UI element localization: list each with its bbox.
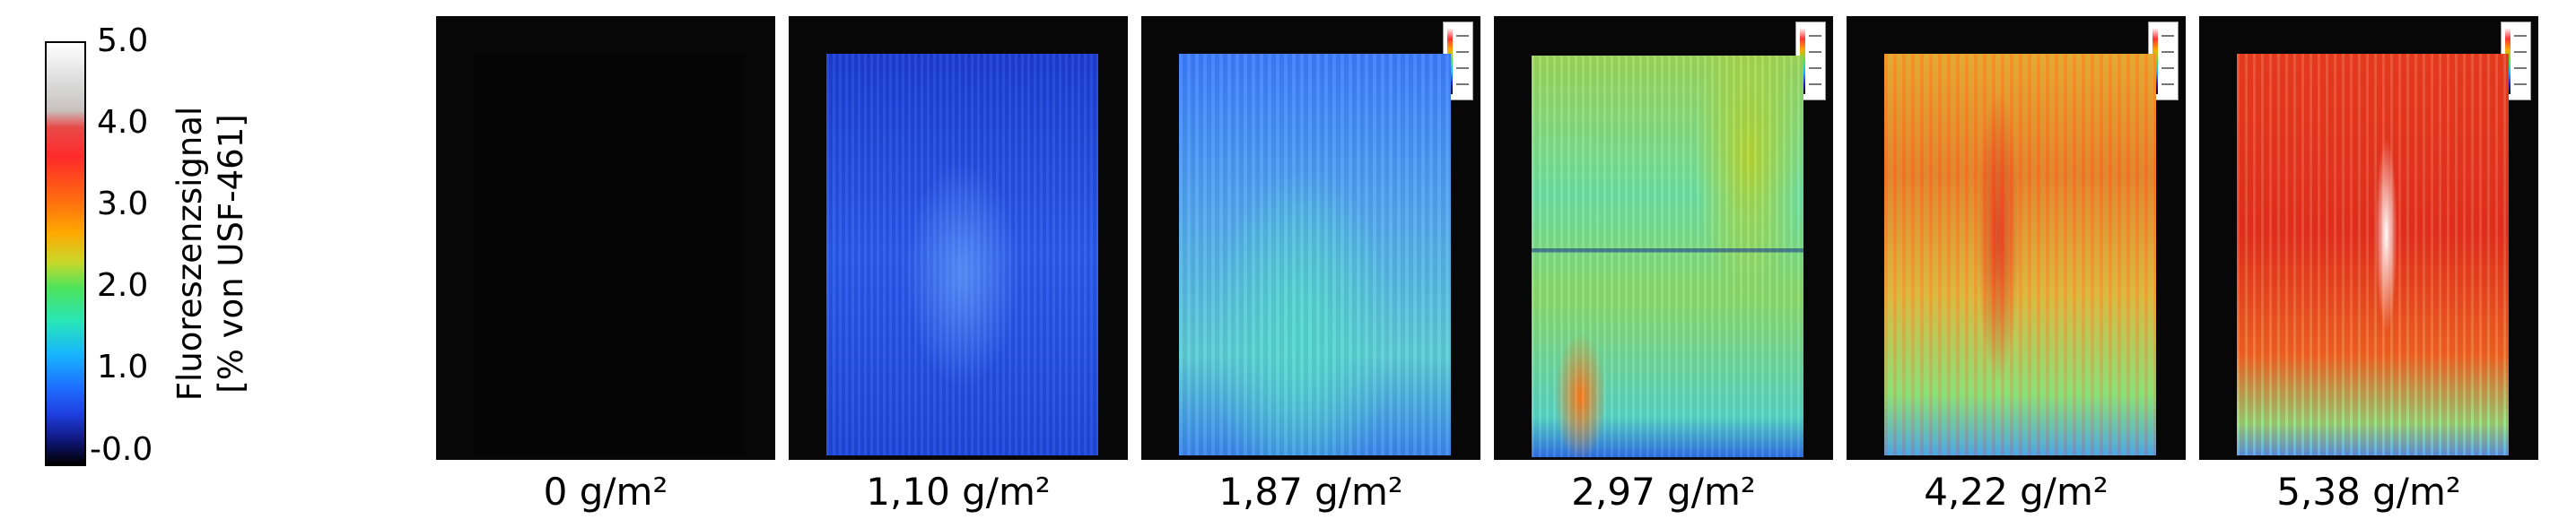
colorbar-tick-4: 4.0 <box>97 104 149 141</box>
sample-image-4 <box>1494 16 1833 460</box>
sample-caption-2: 1,10 g/m² <box>866 470 1051 514</box>
sample-image-3 <box>1141 16 1480 460</box>
sample-sheet-5 <box>1884 54 2156 455</box>
sample-sheet-4 <box>1532 56 1803 457</box>
sample-image-2 <box>789 16 1128 460</box>
sample-image-5 <box>1847 16 2186 460</box>
colorbar-title-line2: [% von USF-461] <box>212 114 250 394</box>
sample-sheet-2 <box>826 54 1098 455</box>
colorbar-tick-0: -0.0 <box>90 431 153 468</box>
colorbar-tick-1: 1.0 <box>97 349 149 385</box>
colorbar <box>45 41 86 466</box>
colorbar-title: Fluoreszenzsignal [% von USF-461] <box>170 3 252 505</box>
sample-caption-1: 0 g/m² <box>543 470 668 514</box>
colorbar-tick-2: 2.0 <box>97 267 149 304</box>
sample-sheet-3 <box>1179 54 1451 455</box>
sample-caption-3: 1,87 g/m² <box>1218 470 1403 514</box>
sample-caption-4: 2,97 g/m² <box>1571 470 1756 514</box>
sample-caption-5: 4,22 g/m² <box>1924 470 2109 514</box>
sample-caption-6: 5,38 g/m² <box>2276 470 2461 514</box>
sample-sheet-1 <box>474 54 746 455</box>
colorbar-tick-5: 5.0 <box>97 22 149 59</box>
sample-image-1 <box>436 16 775 460</box>
colorbar-title-line1: Fluoreszenzsignal <box>170 106 209 402</box>
sample-image-6 <box>2199 16 2538 460</box>
sample-sheet-6 <box>2237 54 2509 455</box>
colorbar-tick-3: 3.0 <box>97 186 149 222</box>
